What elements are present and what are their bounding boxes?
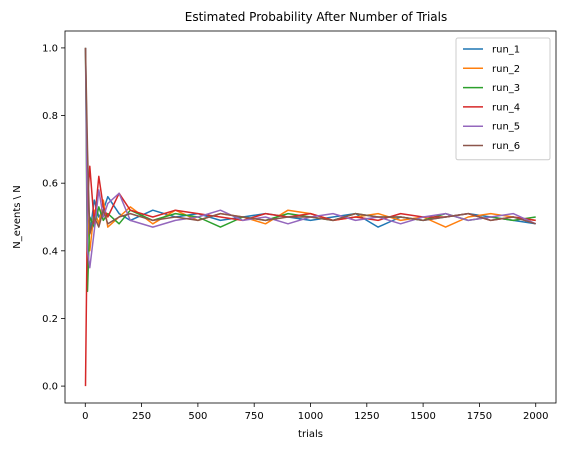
x-axis-label: trials: [298, 429, 323, 440]
x-tick-label: 0: [82, 411, 88, 422]
x-tick-label: 1000: [298, 411, 323, 422]
y-tick-label: 0.2: [42, 314, 58, 325]
legend-label: run_1: [492, 45, 520, 56]
x-axis: 0 250 500 750 1000 1250 1500 1750 2000: [82, 403, 548, 422]
x-tick-label: 2000: [523, 411, 548, 422]
legend-label: run_5: [492, 122, 520, 133]
series-line-run_6: [84, 47, 536, 235]
y-tick-label: 0.8: [42, 111, 58, 122]
x-tick-label: 500: [188, 411, 207, 422]
y-tick-label: 1.0: [42, 43, 58, 54]
legend-label: run_6: [492, 141, 520, 152]
x-tick-label: 1250: [354, 411, 379, 422]
y-tick-label: 0.4: [42, 246, 58, 257]
x-tick-label: 250: [132, 411, 151, 422]
y-tick-label: 0.6: [42, 179, 58, 190]
y-axis-label: N_events \ N: [12, 185, 23, 248]
legend-label: run_4: [492, 102, 520, 113]
legend-label: run_3: [492, 83, 520, 94]
x-tick-label: 1500: [410, 411, 435, 422]
legend: run_1 run_2 run_3 run_4 run_5 run_6: [455, 37, 551, 161]
series-line-run_5: [84, 47, 537, 269]
y-tick-label: 0.0: [42, 382, 58, 393]
x-tick-label: 750: [245, 411, 264, 422]
legend-label: run_2: [492, 64, 520, 75]
y-axis: 0.0 0.2 0.4 0.6 0.8 1.0: [42, 43, 65, 393]
series-layer: [84, 47, 537, 387]
chart-title: Estimated Probability After Number of Tr…: [185, 10, 448, 24]
x-tick-label: 1750: [467, 411, 492, 422]
